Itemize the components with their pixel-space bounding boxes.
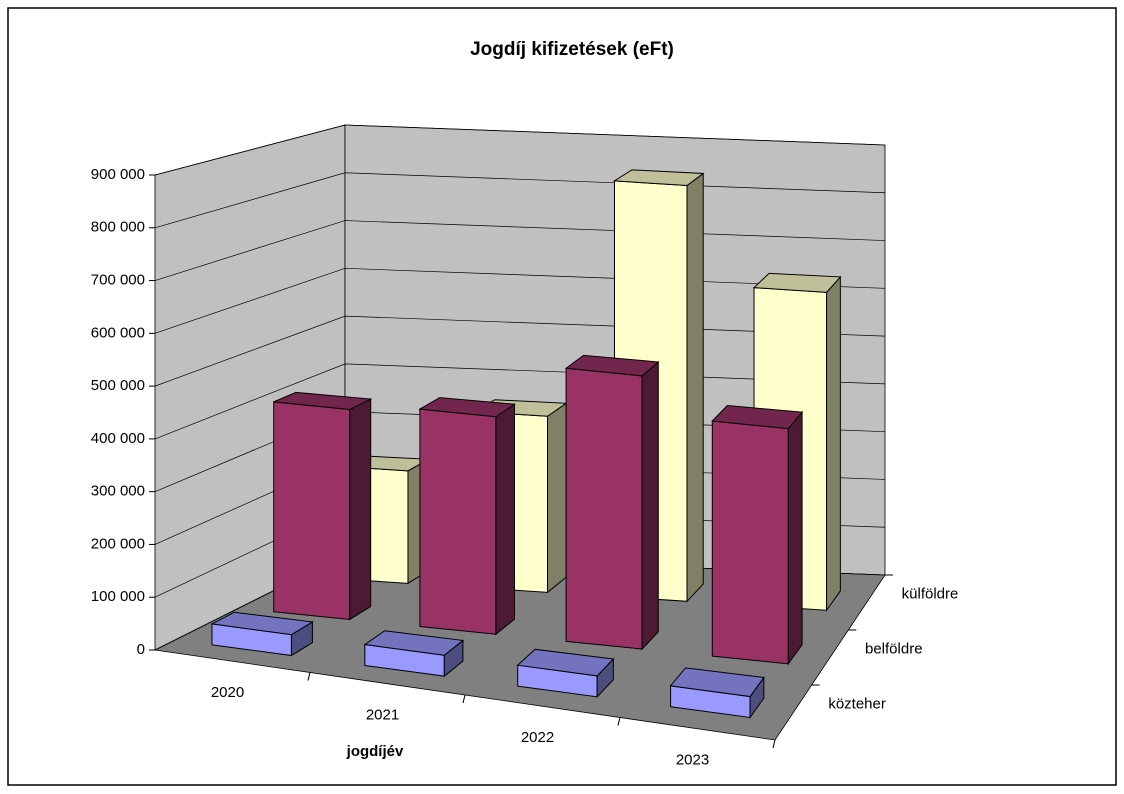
bar-top: [273, 391, 373, 411]
bar-side: [826, 275, 841, 612]
bar-top: [752, 272, 842, 293]
depth-label: közteher: [828, 695, 886, 712]
y-tick-label: 100 000: [91, 588, 145, 605]
bar-side: [495, 403, 515, 636]
grid-line: [154, 124, 886, 176]
bar-side: [349, 398, 372, 621]
y-tick-label: 500 000: [91, 377, 145, 394]
bar-top: [612, 169, 705, 187]
bar-side: [547, 402, 567, 594]
bar-front: [273, 401, 351, 621]
bar: [210, 611, 314, 657]
grid-line: [154, 363, 886, 440]
bar-side: [686, 172, 704, 603]
bar-top: [564, 354, 660, 377]
grid-line: [154, 315, 886, 387]
bar-front: [419, 408, 497, 635]
bar-top: [210, 611, 314, 636]
bar-top: [418, 397, 516, 418]
bar-front: [711, 420, 789, 665]
grid-line: [154, 172, 886, 229]
bar: [711, 405, 804, 666]
y-tick-label: 200 000: [91, 535, 145, 552]
y-tick-label: 300 000: [91, 483, 145, 500]
grid-line: [154, 220, 886, 281]
x-tick: [772, 739, 776, 749]
grid-line: [154, 267, 886, 334]
bar-top: [363, 630, 465, 656]
x-tick: [462, 694, 466, 704]
bar: [669, 667, 765, 720]
x-tick: [617, 717, 621, 726]
bar: [363, 630, 465, 678]
bar: [418, 397, 516, 636]
bar-top: [516, 648, 615, 677]
bar-top: [669, 667, 765, 698]
y-tick-label: 700 000: [91, 272, 145, 289]
bar-side: [787, 410, 803, 666]
x-tick-label: 2023: [676, 752, 709, 769]
x-tick-label: 2020: [211, 684, 244, 701]
bar-top: [711, 405, 804, 430]
chart-title: Jogdíj kifizetések (eFt): [470, 39, 674, 60]
y-tick-label: 800 000: [91, 219, 145, 236]
y-tick-label: 400 000: [91, 430, 145, 447]
bar: [564, 354, 660, 651]
y-tick-label: 0: [137, 641, 145, 658]
bar-front: [565, 367, 643, 650]
x-tick-label: 2021: [366, 707, 399, 724]
bar-side: [641, 360, 659, 651]
bar: [273, 391, 373, 621]
x-axis-title: jogdíjév: [346, 743, 404, 760]
x-tick: [307, 672, 311, 681]
y-tick-label: 900 000: [91, 166, 145, 183]
y-tick-label: 600 000: [91, 324, 145, 341]
bar: [516, 648, 615, 699]
depth-label: külföldre: [902, 585, 959, 602]
depth-label: belföldre: [865, 640, 923, 657]
x-tick-label: 2022: [521, 729, 554, 746]
